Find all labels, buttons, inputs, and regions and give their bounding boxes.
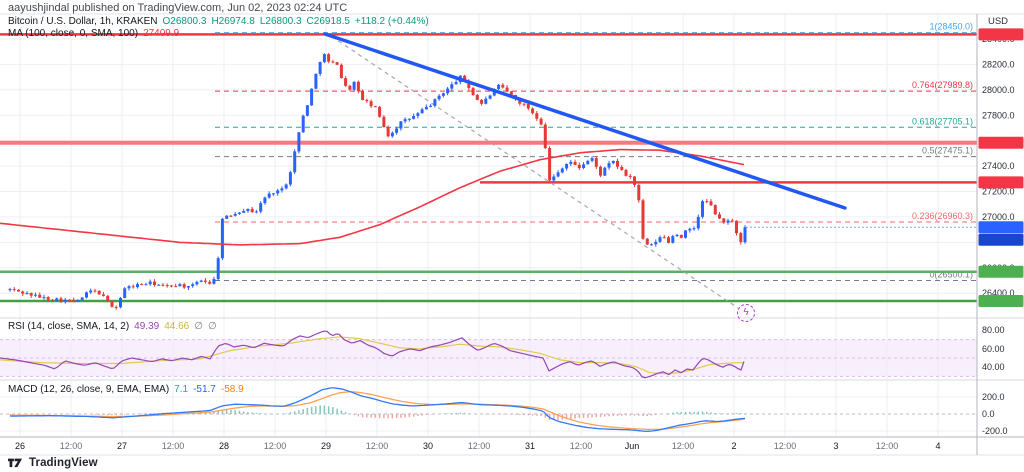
candlestick-series	[8, 53, 747, 310]
svg-text:28200.0: 28200.0	[982, 59, 1015, 69]
svg-text:12:00: 12:00	[774, 441, 797, 451]
macd-histogram	[9, 405, 746, 420]
macd-legend: MACD (12, 26, close, 9, EMA, EMA) 7.1 -51.…	[8, 384, 244, 395]
main-series-legend: Bitcoin / U.S. Dollar, 1h, KRAKEN O26800.…	[8, 16, 429, 39]
fib-level-label: 0.618(27705.1)	[912, 116, 973, 126]
ohlc-open: O26800.3	[162, 16, 207, 27]
ma-indicator-title[interactable]: MA (100, close, 0, SMA, 100)	[8, 28, 139, 39]
price-axis[interactable]	[977, 14, 1024, 437]
svg-text:3: 3	[833, 441, 838, 451]
svg-text:28000.0: 28000.0	[982, 85, 1015, 95]
rsi-ma-value: 44.66	[164, 321, 190, 332]
change-value: +118.2 (+0.44%)	[354, 16, 429, 27]
macd-line	[10, 387, 746, 433]
svg-text:12:00: 12:00	[366, 441, 389, 451]
fib-level-label: 0.764(27989.8)	[912, 80, 973, 90]
ohlc-high: H26974.8	[211, 16, 255, 27]
svg-text:Jun: Jun	[625, 441, 640, 451]
dashed-trend-channel[interactable]	[324, 31, 739, 309]
pane-separators	[0, 13, 1024, 456]
tradingview-brand-text[interactable]: TradingView	[29, 457, 98, 469]
svg-text:40.00: 40.00	[982, 362, 1005, 372]
svg-text:26400.0: 26400.0	[982, 288, 1015, 298]
tradingview-logo-icon[interactable]	[8, 457, 23, 469]
horizontal-lines[interactable]	[0, 33, 977, 303]
idea-flash-icon[interactable]: ϟ	[737, 304, 755, 322]
macd-line-value: -51.7	[193, 384, 216, 395]
svg-text:12:00: 12:00	[264, 441, 287, 451]
svg-text:12:00: 12:00	[162, 441, 185, 451]
rsi-line	[0, 330, 745, 379]
fib-level-label: 0(26500.1)	[929, 270, 973, 280]
attribution-text: aayushjindal published on TradingView.co…	[8, 2, 348, 14]
time-axis-labels: 26 12:00 27 12:00 28 12:00 29 12:00 30 12:00 31 12:…	[15, 441, 941, 451]
axis-currency-label: USD	[988, 16, 1008, 27]
rsi-upper-band-value: ∅	[194, 321, 203, 332]
svg-text:2: 2	[731, 441, 736, 451]
svg-text:31: 31	[525, 441, 535, 451]
svg-text:12:00: 12:00	[570, 441, 593, 451]
svg-text:27800.0: 27800.0	[982, 110, 1015, 120]
svg-text:4: 4	[935, 441, 940, 451]
fib-retracement[interactable]: 1(28450.0) 0.764(27989.8) 0.618(27705.1) 0.…	[215, 22, 977, 281]
svg-text:12:00: 12:00	[468, 441, 491, 451]
svg-text:27: 27	[117, 441, 127, 451]
svg-text:27000.0: 27000.0	[982, 212, 1015, 222]
svg-text:200.0: 200.0	[982, 392, 1005, 402]
macd-histogram-value: 7.1	[174, 384, 189, 395]
svg-text:27200.0: 27200.0	[982, 187, 1015, 197]
rsi-ma-line	[0, 336, 745, 375]
svg-text:28: 28	[219, 441, 229, 451]
rsi-lower-band-value: ∅	[207, 321, 217, 332]
svg-text:12:00: 12:00	[60, 441, 83, 451]
rsi-legend: RSI (14, close, SMA, 14, 2) 49.39 44.66 ∅ ∅	[8, 321, 217, 332]
macd-signal-value: -58.9	[220, 384, 244, 395]
macd-indicator-title[interactable]: MACD (12, 26, close, 9, EMA, EMA)	[8, 384, 170, 395]
rsi-band	[0, 339, 977, 377]
ohlc-low: L26800.3	[259, 16, 302, 27]
fib-level-label: 0.5(27475.1)	[922, 146, 973, 156]
svg-text:29: 29	[321, 441, 331, 451]
svg-text:26: 26	[15, 441, 25, 451]
ma-indicator-value: 27409.9	[143, 28, 180, 39]
svg-text:80.00: 80.00	[982, 325, 1005, 335]
symbol-title[interactable]: Bitcoin / U.S. Dollar, 1h, KRAKEN	[8, 16, 158, 27]
sma-100-line[interactable]	[0, 148, 745, 246]
ohlc-close: C26918.5	[306, 16, 350, 27]
svg-text:-200.0: -200.0	[982, 426, 1008, 436]
svg-text:60.00: 60.00	[982, 344, 1005, 354]
rsi-value: 49.39	[134, 321, 160, 332]
svg-text:27400.0: 27400.0	[982, 161, 1015, 171]
svg-text:12:00: 12:00	[876, 441, 899, 451]
footer-bar: TradingView	[8, 457, 98, 469]
fib-level-label: 1(28450.0)	[929, 22, 973, 32]
svg-text:30: 30	[423, 441, 433, 451]
svg-text:12:00: 12:00	[672, 441, 695, 451]
descending-trendline[interactable]	[323, 32, 847, 210]
time-axis[interactable]	[0, 437, 977, 455]
svg-text:0.0: 0.0	[982, 409, 995, 419]
fib-level-label: 0.236(26960.3)	[912, 211, 973, 221]
rsi-indicator-title[interactable]: RSI (14, close, SMA, 14, 2)	[8, 321, 130, 332]
